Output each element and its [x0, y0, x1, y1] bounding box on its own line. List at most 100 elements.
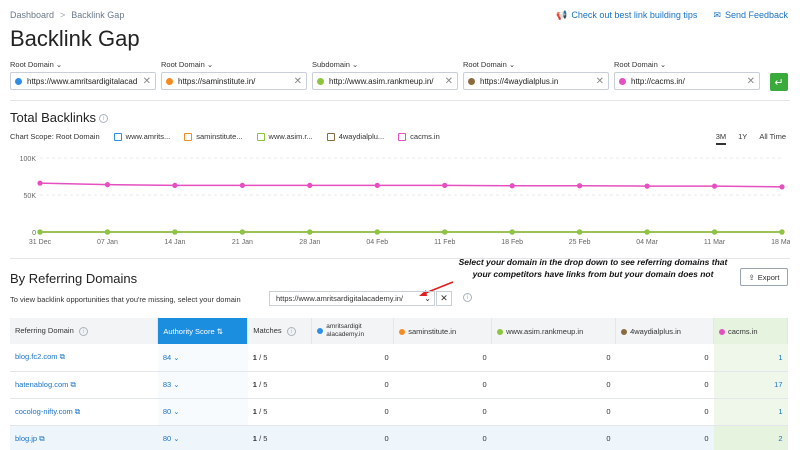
- domain-type-select-3[interactable]: Subdomain ⌄: [312, 60, 458, 72]
- tab-all-time[interactable]: All Time: [759, 132, 786, 141]
- info-icon[interactable]: i: [463, 293, 472, 302]
- col-domain-2[interactable]: saminstitute.in: [393, 318, 493, 344]
- chevron-down-icon: ⌄: [352, 60, 359, 69]
- breadcrumb-dashboard[interactable]: Dashboard: [10, 10, 55, 20]
- tips-link[interactable]: 📢 Check out best link building tips: [556, 10, 697, 21]
- domain-type-label-1: Root Domain: [10, 60, 54, 69]
- domain-5-count[interactable]: 1: [713, 398, 788, 426]
- col-domain-3[interactable]: www.asim.rankmeup.in: [491, 318, 617, 344]
- domain-4-count: 0: [615, 398, 714, 426]
- export-button[interactable]: ⇪ Export: [740, 268, 788, 286]
- chart-scope-value[interactable]: Root Domain: [55, 132, 100, 141]
- domain-input-value: http://cacms.in/: [631, 76, 685, 86]
- total-backlinks-title-text: Total Backlinks: [10, 110, 96, 125]
- table-row: cocolog-nifty.com ⧉ 80 ⌄ 1 / 5 0 0 0 0 1: [10, 398, 788, 426]
- domain-input-5[interactable]: http://cacms.in/ ✕: [614, 72, 760, 90]
- data-point: [644, 229, 650, 235]
- close-icon[interactable]: ✕: [444, 75, 453, 87]
- domain-field-5: Root Domain ⌄ http://cacms.in/ ✕: [614, 60, 760, 90]
- matches-total: / 5: [259, 407, 268, 416]
- domain-input-1[interactable]: https://www.amritsardigitalacad ✕: [10, 72, 156, 90]
- col-domain-1[interactable]: amritsardigit alacademy.in: [311, 318, 395, 344]
- domain-type-select-4[interactable]: Root Domain ⌄: [463, 60, 609, 72]
- domain-input-3[interactable]: http://www.asim.rankmeup.in/ ✕: [312, 72, 458, 90]
- domain-inputs-row: Root Domain ⌄ https://www.amritsardigita…: [10, 60, 790, 92]
- referring-domain-link[interactable]: hatenablog.com ⧉: [10, 371, 158, 399]
- legend-label: 4waydialplu...: [338, 132, 385, 141]
- domain-color-dot: [719, 328, 725, 335]
- x-tick-label: 11 Mar: [704, 239, 726, 246]
- annotation-note: Select your domain in the drop down to s…: [448, 256, 738, 280]
- sort-icon: ⇅: [216, 326, 224, 336]
- col-referring-domain[interactable]: Referring Domain i: [10, 318, 159, 344]
- matches-value: 1: [252, 434, 257, 443]
- external-link-icon[interactable]: ⧉: [59, 352, 65, 362]
- legend-item[interactable]: saminstitute...: [184, 132, 243, 141]
- col-label: alacademy.in: [326, 331, 365, 338]
- col-authority-score[interactable]: Authority Score ⇅: [157, 318, 249, 344]
- legend-item[interactable]: www.asim.r...: [256, 132, 313, 141]
- domain-1-count: 0: [311, 371, 394, 399]
- authority-score[interactable]: 84 ⌄: [157, 344, 248, 372]
- data-point: [509, 183, 515, 189]
- megaphone-icon: 📢: [556, 10, 568, 20]
- domain-type-label-5: Root Domain: [614, 60, 658, 69]
- data-point: [172, 182, 178, 188]
- close-icon[interactable]: ✕: [293, 75, 302, 87]
- domain-5-count[interactable]: 2: [713, 425, 788, 450]
- legend-item[interactable]: cacms.in: [398, 132, 440, 141]
- col-matches[interactable]: Matches i: [247, 318, 313, 344]
- tab-3m[interactable]: 3M: [715, 132, 727, 145]
- external-link-icon[interactable]: ⧉: [39, 433, 45, 443]
- domain-type-select-1[interactable]: Root Domain ⌄: [10, 60, 156, 72]
- domain-type-select-5[interactable]: Root Domain ⌄: [614, 60, 760, 72]
- top-links: 📢 Check out best link building tips ✉ Send…: [556, 10, 788, 21]
- col-domain-4[interactable]: 4waydialplus.in: [615, 318, 714, 344]
- domain-input-4[interactable]: https://4waydialplus.in ✕: [463, 72, 609, 90]
- referring-domain-link[interactable]: cocolog-nifty.com ⧉: [10, 398, 158, 426]
- domain-1-count: 0: [311, 344, 394, 372]
- feedback-link[interactable]: ✉ Send Feedback: [713, 10, 788, 21]
- col-label: Authority Score: [163, 326, 215, 336]
- referring-domain-link[interactable]: blog.fc2.com ⧉: [10, 344, 158, 372]
- info-icon[interactable]: i: [286, 326, 296, 336]
- table-header-row: Referring Domain i Authority Score ⇅ Mat…: [10, 318, 788, 344]
- external-link-icon[interactable]: ⧉: [74, 406, 81, 416]
- domain-5-count[interactable]: 1: [713, 344, 788, 372]
- x-tick-label: 04 Mar: [636, 239, 658, 246]
- clear-domain-button[interactable]: ✕: [436, 291, 452, 306]
- data-point: [172, 229, 178, 235]
- info-icon[interactable]: i: [78, 326, 88, 336]
- domain-color-dot: [15, 77, 22, 85]
- info-icon[interactable]: i: [98, 114, 108, 124]
- legend-item[interactable]: 4waydialplu...: [326, 132, 385, 141]
- authority-score[interactable]: 80 ⌄: [157, 425, 248, 450]
- data-point: [374, 182, 380, 188]
- domain-3-count: 0: [491, 344, 616, 372]
- data-point: [509, 229, 515, 235]
- domain-5-count[interactable]: 17: [713, 371, 788, 399]
- legend-item[interactable]: www.amrits...: [113, 132, 170, 141]
- close-icon[interactable]: ✕: [746, 75, 755, 87]
- breadcrumb-separator: >: [60, 10, 66, 20]
- authority-value: 83: [162, 380, 172, 389]
- domain-color-dot: [166, 77, 173, 85]
- authority-score[interactable]: 83 ⌄: [157, 371, 248, 399]
- compare-button[interactable]: ↵: [770, 73, 788, 91]
- y-tick-label: 100K: [20, 156, 37, 163]
- tab-1y[interactable]: 1Y: [738, 132, 748, 141]
- domain-input-2[interactable]: https://saminstitute.in/ ✕: [161, 72, 307, 90]
- col-label: www.asim.rankmeup.in: [506, 326, 584, 336]
- matches-total: / 5: [259, 434, 268, 443]
- your-domain-select[interactable]: https://www.amritsardigitalacademy.in/ ⌄: [269, 291, 435, 306]
- matches-cell: 1 / 5: [247, 425, 312, 450]
- x-tick-label: 14 Jan: [164, 239, 185, 246]
- domain-type-select-2[interactable]: Root Domain ⌄: [161, 60, 307, 72]
- close-icon[interactable]: ✕: [142, 75, 151, 87]
- col-domain-5[interactable]: cacms.in: [713, 318, 788, 344]
- authority-score[interactable]: 80 ⌄: [157, 398, 248, 426]
- close-icon[interactable]: ✕: [595, 75, 604, 87]
- referring-domain-link[interactable]: blog.jp ⧉: [10, 425, 158, 450]
- select-domain-note: To view backlink opportunities that you'…: [10, 295, 241, 304]
- external-link-icon[interactable]: ⧉: [70, 379, 76, 389]
